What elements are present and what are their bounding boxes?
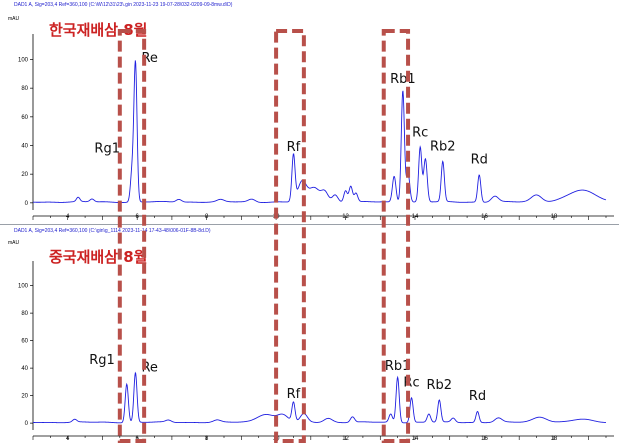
y-tick-label: 60: [21, 115, 28, 121]
peak-label-rb1: Rb1: [385, 359, 411, 374]
x-tick-label: 4: [66, 436, 70, 442]
chromatogram-panel-korean: DAD1 A, Sig=203,4 Ref=360,100 (C:\W\12\3…: [8, 2, 614, 220]
chromatogram-trace: [32, 371, 607, 424]
highlight-box-3: [381, 29, 411, 443]
peak-label-rc: Rc: [412, 125, 428, 140]
y-tick-label: 40: [21, 144, 28, 150]
y-tick-label: 100: [18, 58, 29, 64]
chart-title-chinese: 중국재배삼 8월: [49, 248, 147, 266]
x-tick-label: 16: [481, 436, 488, 442]
x-tick-label: 16: [481, 214, 488, 220]
panel-header-korean: DAD1 A, Sig=203,4 Ref=360,100 (C:\W\12\3…: [14, 2, 233, 8]
chromatogram-trace: [32, 60, 607, 203]
x-tick-label: 14: [412, 214, 419, 220]
peak-label-rb2: Rb2: [430, 140, 456, 155]
x-tick-label: 6: [136, 214, 140, 220]
peak-label-rg1: Rg1: [89, 353, 115, 368]
y-tick-label: 0: [25, 421, 29, 427]
peak-label-rc: Rc: [403, 375, 419, 390]
panel-header-chinese: DAD1 A, Sig=203,4 Ref=360,100 (C:\gin\g_…: [14, 228, 211, 234]
y-tick-label: 80: [21, 311, 28, 317]
highlight-box-2: [274, 29, 306, 443]
chart-title-korean: 한국재배삼 8월: [49, 21, 147, 39]
highlight-boxes: [117, 29, 411, 443]
peak-label-rd: Rd: [471, 153, 488, 168]
peak-label-rb1: Rb1: [390, 72, 416, 87]
y-tick-label: 40: [21, 366, 28, 372]
y-unit-label-chinese: mAU: [8, 240, 20, 246]
x-tick-label: 18: [551, 214, 558, 220]
y-tick-label: 80: [21, 86, 28, 92]
x-tick-label: 8: [205, 214, 209, 220]
peak-label-rb2: Rb2: [427, 378, 453, 393]
x-tick-label: 4: [66, 214, 70, 220]
peak-label-rf: Rf: [287, 387, 301, 402]
peak-label-rg1: Rg1: [94, 142, 120, 157]
peak-label-rf: Rf: [287, 140, 301, 155]
x-tick-label: 12: [342, 436, 349, 442]
y-tick-label: 60: [21, 339, 28, 345]
y-tick-label: 0: [25, 201, 29, 207]
y-tick-label: 20: [21, 394, 28, 400]
x-tick-label: 14: [412, 436, 419, 442]
y-unit-label-korean: mAU: [8, 16, 20, 22]
y-tick-label: 20: [21, 172, 28, 178]
x-tick-label: 18: [551, 436, 558, 442]
x-tick-label: 12: [342, 214, 349, 220]
y-tick-label: 100: [18, 284, 29, 290]
chromatogram-panel-chinese: DAD1 A, Sig=203,4 Ref=360,100 (C:\gin\g_…: [8, 228, 614, 442]
peak-label-rd: Rd: [469, 389, 486, 404]
highlight-box-1: [117, 29, 147, 443]
x-tick-label: 8: [205, 436, 209, 442]
